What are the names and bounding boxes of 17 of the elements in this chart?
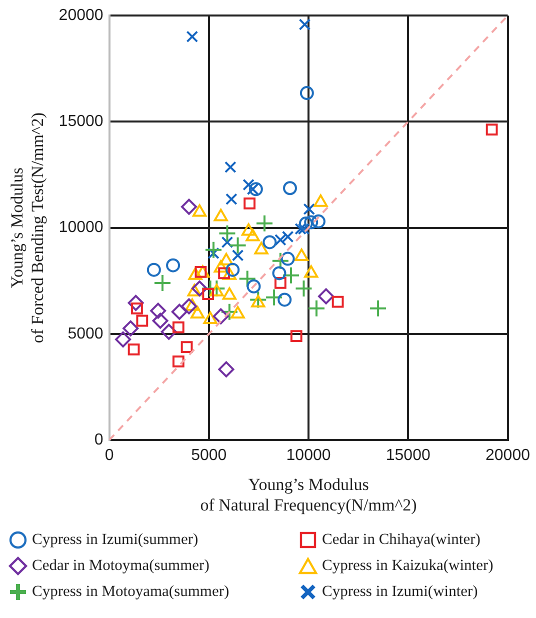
legend-label: Cypress in Izumi(winter) xyxy=(322,583,478,601)
x-axis-title: Young’s Modulus of Natural Frequency(N/mm^2) xyxy=(200,474,417,514)
x-tick-label: 10000 xyxy=(286,447,331,464)
x-tick-label: 15000 xyxy=(386,447,430,464)
x-tick-label: 20000 xyxy=(486,447,530,464)
y-tick-label: 20000 xyxy=(58,7,104,24)
y-tick-label: 10000 xyxy=(58,219,104,236)
y-tick-label: 15000 xyxy=(58,113,104,130)
y-axis-title: Young’s Modulus of Forced Bending Test(N/mm^2) xyxy=(8,112,48,344)
legend-label: Cedar in Motoyma(summer) xyxy=(32,557,210,575)
legend-label: Cypress in Izumi(summer) xyxy=(32,531,198,549)
legend-label: Cedar in Chihaya(winter) xyxy=(322,531,480,549)
x-tick-label: 5000 xyxy=(191,447,227,464)
y-tick-label: 5000 xyxy=(68,325,104,342)
y-tick-label: 0 xyxy=(94,431,104,448)
legend-label: Cypress in Kaizuka(winter) xyxy=(322,557,494,575)
legend-label: Cypress in Motoyama(summer) xyxy=(32,583,230,601)
